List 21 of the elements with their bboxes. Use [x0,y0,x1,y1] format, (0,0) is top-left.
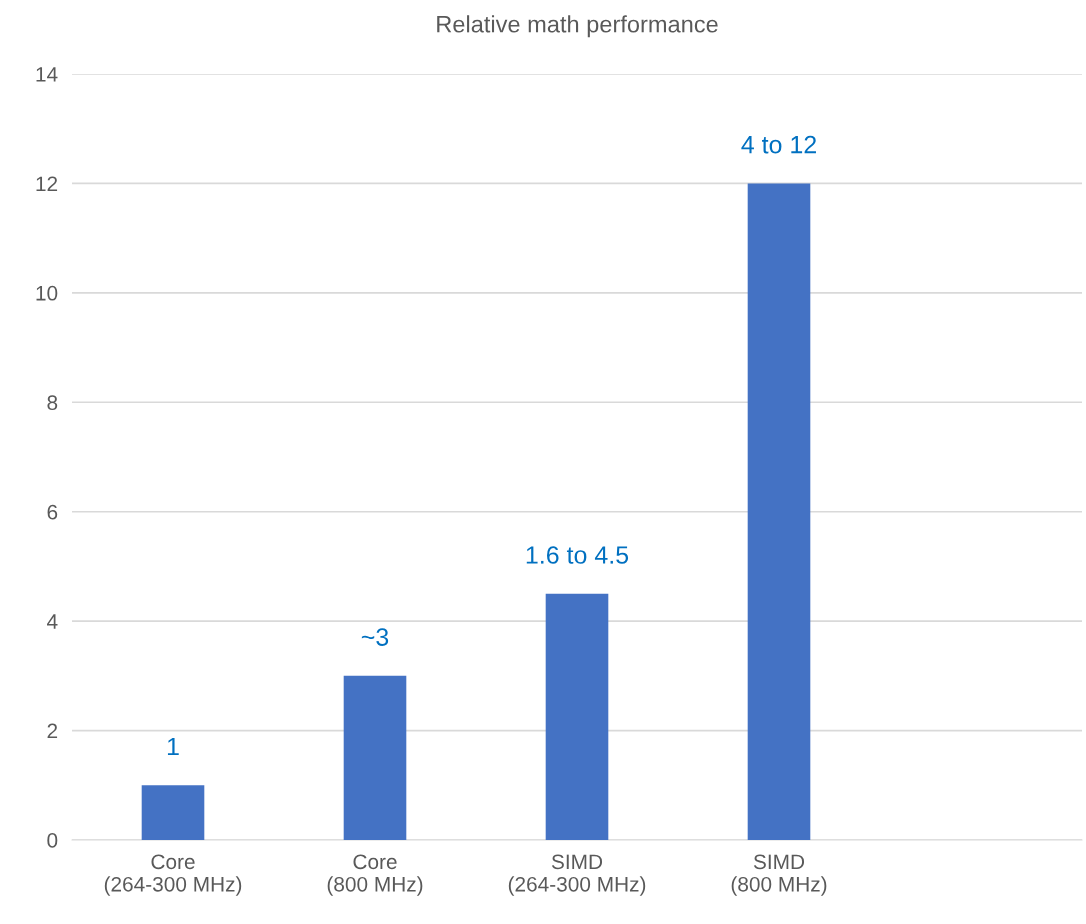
x-tick-label: Core (264-300 MHz) [104,854,242,896]
bar [141,785,205,840]
y-tick-label: 2 [47,723,58,739]
y-tick-label: 10 [36,285,58,301]
chart-title: Relative math performance [437,15,718,38]
y-tick-label: 4 [47,614,58,629]
x-tick-label: SIMD (800 MHz) [731,854,827,896]
y-tick-label: 8 [47,395,58,411]
y-tick-label: 14 [36,67,58,82]
x-tick-label: Core (800 MHz) [327,854,423,896]
y-tick-label: 0 [47,833,58,848]
data-label: ~3 [361,628,389,646]
x-tick-label: SIMD (264-300 MHz) [508,854,646,896]
y-tick-label: 12 [36,176,58,191]
bar [747,183,811,840]
y-tick-label: 6 [47,504,58,520]
bar [343,675,407,840]
data-label: 1 [167,737,179,756]
data-label: 4 to 12 [741,135,816,154]
data-label: 1.6 to 4.5 [526,546,629,564]
bar [545,593,609,840]
